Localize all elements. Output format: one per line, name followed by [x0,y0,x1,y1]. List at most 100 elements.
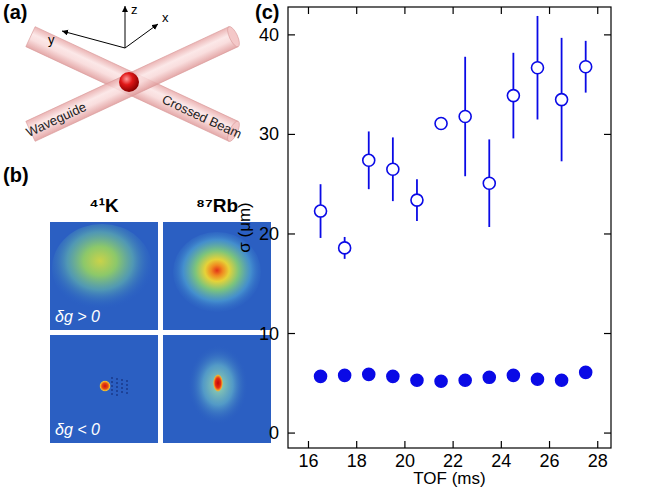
atom-cloud [119,72,139,92]
condensate [213,374,223,392]
y-tick-right [604,233,611,234]
beam-end [225,25,242,48]
x-tick [501,441,502,448]
y-tick [288,432,295,433]
panel-b: (b) ⁴¹K ⁸⁷Rb δg > 0 δg < 0 [3,164,271,443]
open-point [483,177,495,189]
y-tick-label: 10 [259,324,279,344]
panel-letter: (b) [3,164,29,186]
absorption-image [50,335,158,443]
open-point [411,194,423,206]
y-tick [288,34,295,35]
y-tick-right [604,432,611,433]
axis-arrow [125,6,126,48]
open-point [315,205,327,217]
x-tick-label: 26 [540,451,560,471]
absorption-image [163,335,271,443]
axis-letter: z [131,2,138,17]
open-point [556,94,568,106]
panel-a: (a) z y x Waveguide Crossed Beam [3,1,244,143]
fringe [121,379,123,395]
axis-letter: x [162,10,169,25]
x-tick-label: 28 [588,451,608,471]
filled-point [531,373,543,385]
image-background [163,222,271,330]
x-tick-top [453,7,454,14]
plot-frame [288,7,611,448]
filled-point [435,375,447,387]
x-tick-top [404,7,405,14]
filled-point [459,374,471,386]
x-tick-label: 24 [491,451,511,471]
y-tick-label: 20 [259,224,279,244]
fringe [116,378,118,396]
open-point [580,61,592,73]
x-tick-label: 16 [298,451,318,471]
panel-letter: (c) [255,1,279,23]
marks [315,16,592,387]
axis-arrow [125,24,158,48]
row-label: δg < 0 [55,421,100,438]
open-point [531,62,543,74]
fringe [111,377,113,397]
x-tick [308,441,309,448]
column-label: ⁴¹K [89,195,119,216]
x-tick [597,441,598,448]
panel-c: (c) 16 18 20 22 24 26 28 0 10 20 30 40 TOF (ms) σ (μm) [235,1,611,488]
x-tick-top [549,7,550,14]
image-background [50,335,158,443]
x-tick-top [597,7,598,14]
filled-point [315,370,327,382]
axis-letter: y [48,32,55,47]
filled-point [387,370,399,382]
filled-point [339,369,351,381]
y-tick-right [604,34,611,35]
fringe [126,380,128,394]
y-tick [288,233,295,234]
y-tick-label: 30 [259,124,279,144]
image-background [163,335,271,443]
x-tick-top [356,7,357,14]
row-label: δg > 0 [55,308,100,325]
x-tick [549,441,550,448]
y-tick [288,134,295,135]
y-tick-label: 40 [259,25,279,45]
beam-label: Waveguide [24,99,89,140]
open-point [387,163,399,175]
y-axis-title: σ (μm) [235,202,254,253]
x-axis-title: TOF (ms) [413,469,485,488]
column-label: ⁸⁷Rb [196,195,238,216]
image-background [50,222,158,330]
x-tick-top [501,7,502,14]
axis-arrow [62,31,125,48]
absorption-image [50,222,158,330]
filled-point [363,368,375,380]
x-tick [453,441,454,448]
x-tick-label: 20 [395,451,415,471]
filled-point [507,369,519,381]
halo [188,345,248,425]
cloud [52,224,152,312]
y-tick-label: 0 [269,423,279,443]
open-point [435,117,447,129]
open-point [459,111,471,123]
filled-point [483,371,495,383]
x-tick-label: 22 [443,451,463,471]
y-tick-right [604,333,611,334]
x-tick [356,441,357,448]
open-point [507,90,519,102]
open-point [363,154,375,166]
open-point [339,242,351,254]
panel-letter: (a) [3,1,27,23]
figure: (a) z y x Waveguide Crossed Beam (b) ⁴¹K ⁸⁷Rb δg … [0,0,658,489]
absorption-image [163,222,271,330]
filled-point [411,374,423,386]
beam-label: Crossed Beam [160,92,244,142]
x-tick-top [308,7,309,14]
filled-point [580,366,592,378]
y-tick [288,333,295,334]
filled-point [556,374,568,386]
x-tick-label: 18 [347,451,367,471]
y-tick-right [604,134,611,135]
x-tick [404,441,405,448]
